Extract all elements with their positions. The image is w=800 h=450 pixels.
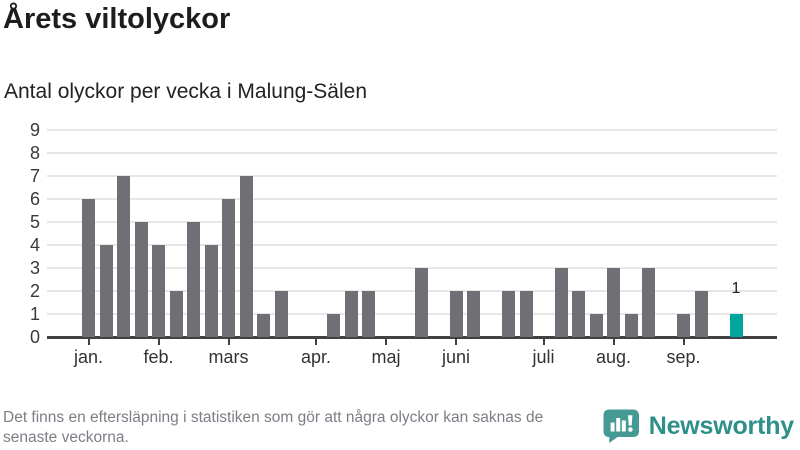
x-axis-tick <box>455 338 457 345</box>
x-axis-tick <box>682 338 685 345</box>
bar-week <box>362 291 375 337</box>
y-axis-tick-label: 0 <box>29 327 40 347</box>
bar-week <box>467 291 480 337</box>
bar-week <box>572 291 585 337</box>
bar-week <box>134 222 148 337</box>
x-axis-month-label: apr. <box>300 347 332 367</box>
bar-week <box>257 314 270 337</box>
bar-week <box>694 291 708 337</box>
bar-week <box>414 268 428 337</box>
x-axis-month-label: mars <box>208 347 249 367</box>
chart-subtitle: Antal olyckor per vecka i Malung-Sälen <box>4 80 368 103</box>
bar-week <box>344 291 358 337</box>
bar-week <box>449 291 463 337</box>
plot-area: 0 1 2 3 4 5 6 7 8 9 1 jan. feb. mars apr. maj juni juli au… <box>29 120 777 367</box>
bar-week <box>677 314 690 337</box>
bar-week <box>624 314 638 337</box>
x-axis-tick <box>227 338 230 345</box>
x-axis-month-label: jan. <box>73 347 104 367</box>
bar-week <box>187 222 200 337</box>
bar-week <box>554 268 568 337</box>
x-axis-month-label: sep. <box>666 347 701 367</box>
bar-week <box>589 314 603 337</box>
y-axis-tick-label: 7 <box>29 166 40 186</box>
gridline <box>47 244 777 246</box>
highlight-value-label: 1 <box>731 280 741 297</box>
x-axis-tick <box>612 338 615 345</box>
newsworthy-bar-chart-bubble-icon <box>603 409 640 443</box>
bar-week <box>274 291 288 337</box>
y-axis-tick-label: 5 <box>29 212 40 232</box>
bar-week <box>99 245 113 337</box>
x-axis-tick <box>385 338 387 345</box>
x-axis-month-label: feb. <box>143 347 174 367</box>
y-axis-tick-label: 2 <box>29 281 40 301</box>
x-axis-tick <box>87 338 90 345</box>
bar-week <box>502 291 515 337</box>
bar-week <box>239 176 253 337</box>
bar-week <box>642 268 655 337</box>
x-axis-month-label: juli <box>532 347 555 367</box>
x-axis-month-label: juni <box>441 347 471 367</box>
bar-current-week <box>729 314 743 337</box>
y-axis-tick-label: 1 <box>29 304 40 324</box>
bar-week <box>152 245 165 337</box>
y-axis-tick-label: 6 <box>29 189 40 209</box>
y-axis-tick-label: 3 <box>29 258 40 278</box>
bar-week <box>519 291 533 337</box>
gridline <box>47 267 777 269</box>
footer-note: Det finns en eftersläpning i statistiken… <box>3 409 544 447</box>
y-axis-tick-label: 9 <box>29 120 40 140</box>
gridline <box>47 313 777 315</box>
bar-week <box>169 291 183 337</box>
bar-week <box>204 245 218 337</box>
y-axis-tick-label: 8 <box>29 143 40 163</box>
gridline <box>47 129 777 131</box>
x-axis-month-label: aug. <box>595 347 632 367</box>
bar-week <box>117 176 130 337</box>
x-axis-line <box>47 336 777 339</box>
bar-week <box>327 314 340 337</box>
chart-title: Årets viltolyckor <box>3 3 231 35</box>
x-axis-tick <box>157 338 160 345</box>
y-axis-tick-label: 4 <box>29 235 40 255</box>
x-axis-tick <box>542 338 545 345</box>
x-axis-tick <box>315 338 317 345</box>
gridline <box>47 221 777 223</box>
newsworthy-wordmark: Newsworthy <box>648 411 794 440</box>
bar-week <box>82 199 95 337</box>
gridline <box>47 290 777 292</box>
bar-week <box>222 199 235 337</box>
bar-week <box>607 268 620 337</box>
gridline <box>47 152 777 154</box>
x-axis-month-label: maj <box>371 347 401 367</box>
gridline <box>47 175 777 177</box>
gridline <box>47 198 777 200</box>
newsworthy-logo: Newsworthy <box>603 409 794 443</box>
